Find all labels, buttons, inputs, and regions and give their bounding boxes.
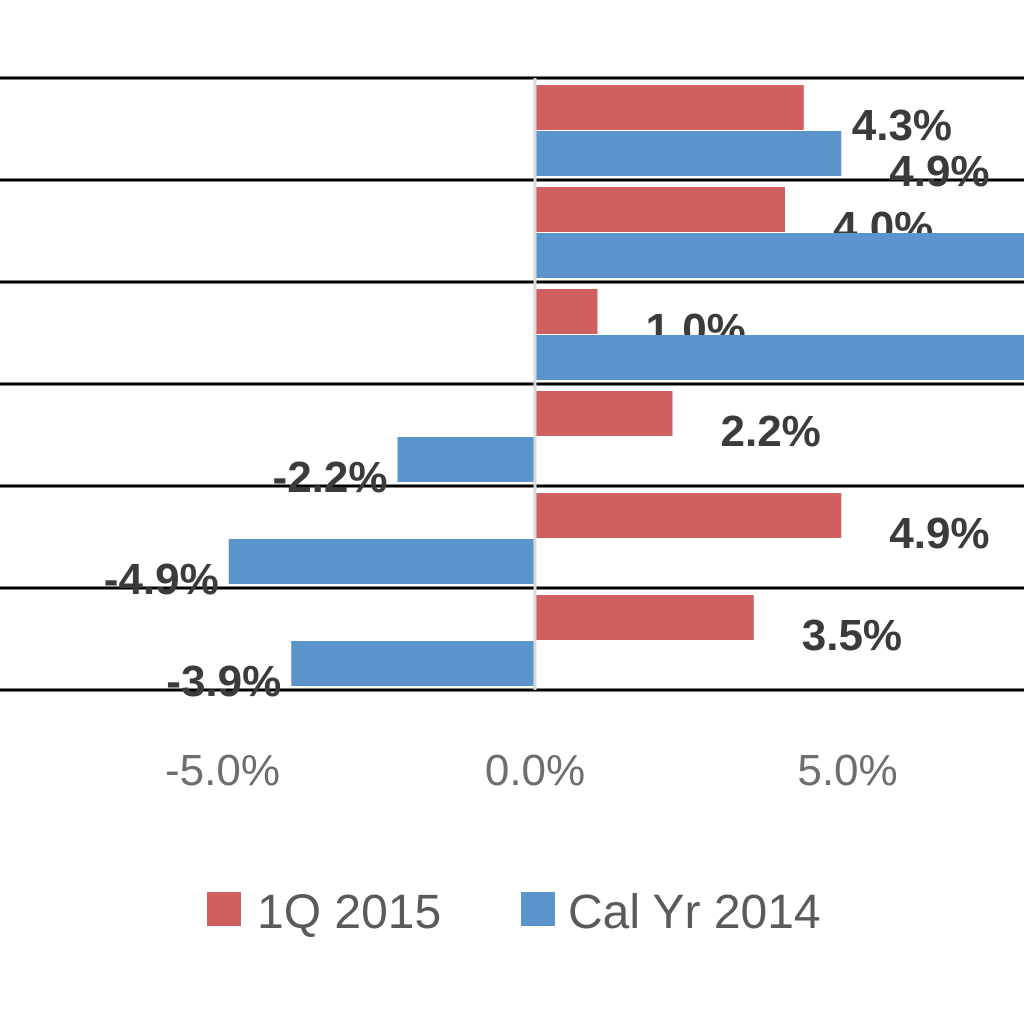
- bar-cal-yr-2014: [291, 641, 535, 686]
- legend-label: Cal Yr 2014: [568, 886, 821, 939]
- legend-swatch: [207, 892, 241, 926]
- data-label: 2.2%: [721, 407, 821, 456]
- bar-cal-yr-2014: [228, 539, 535, 584]
- legend-label: 1Q 2015: [257, 886, 441, 939]
- bar-cal-yr-2014: [535, 335, 1024, 380]
- data-label: 4.9%: [889, 509, 989, 558]
- data-label: 3.5%: [802, 611, 902, 660]
- bar-q1-2015: [535, 595, 754, 640]
- x-tick-label: -5.0%: [165, 746, 280, 795]
- bar-q1-2015: [535, 493, 842, 538]
- bar-q1-2015: [535, 289, 598, 334]
- data-label: -2.2%: [273, 453, 388, 502]
- data-label: -3.9%: [166, 657, 281, 706]
- bar-q1-2015: [535, 187, 785, 232]
- x-tick-label: 0.0%: [485, 746, 585, 795]
- bar-cal-yr-2014: [535, 233, 1024, 278]
- data-label: 4.3%: [852, 101, 952, 150]
- data-label: -4.9%: [104, 555, 219, 604]
- x-tick-label: 5.0%: [797, 746, 897, 795]
- bar-q1-2015: [535, 391, 673, 436]
- bar-cal-yr-2014: [397, 437, 535, 482]
- bar-q1-2015: [535, 85, 804, 130]
- data-label: 4.9%: [889, 147, 989, 196]
- legend-swatch: [521, 892, 555, 926]
- bar-cal-yr-2014: [535, 131, 842, 176]
